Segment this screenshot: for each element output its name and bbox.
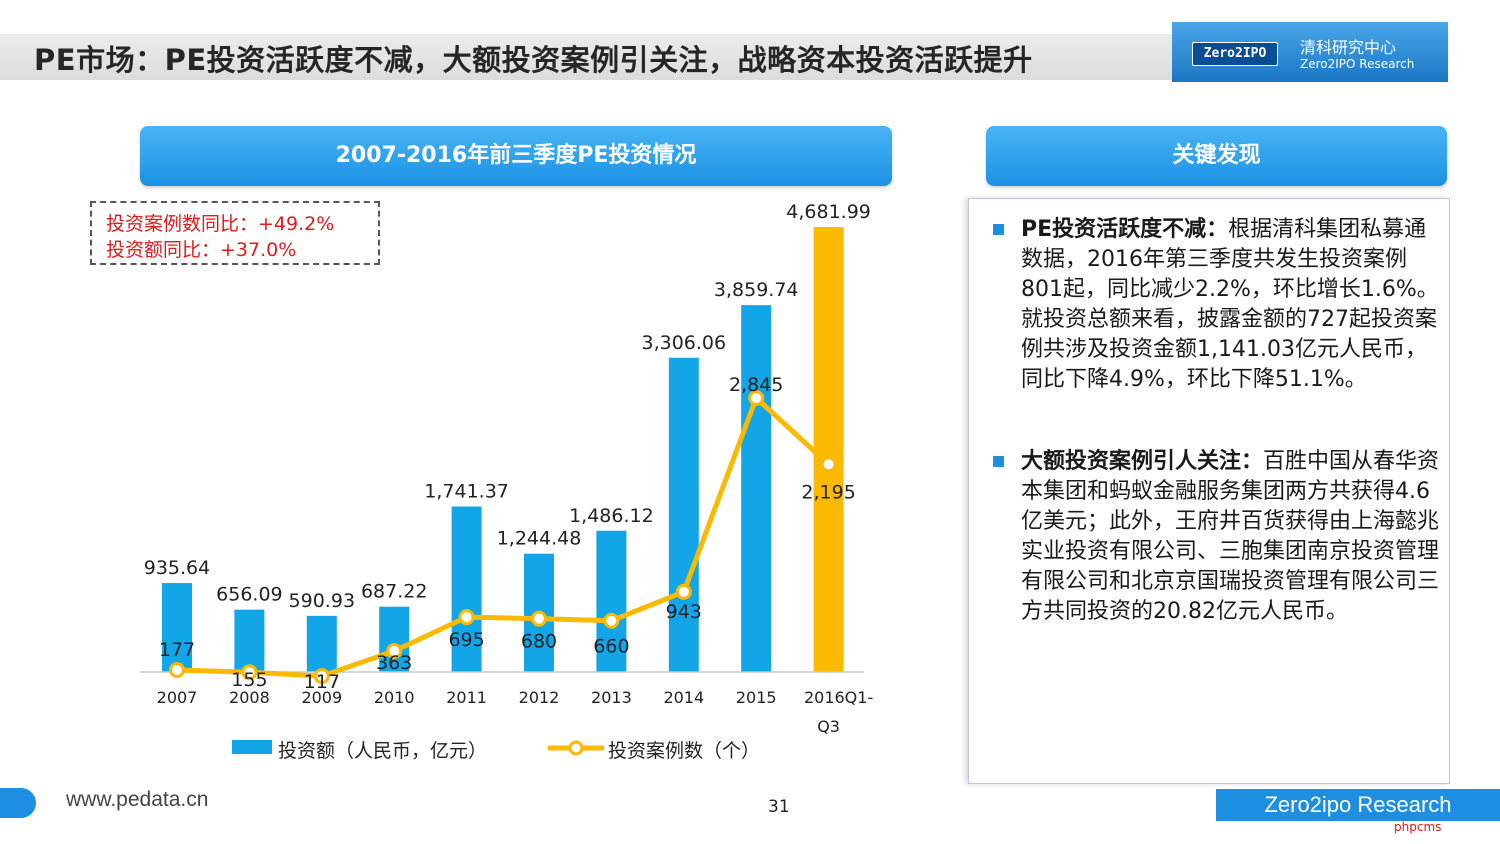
x-tick-label: 2010 xyxy=(374,688,415,707)
line-value-label: 2,845 xyxy=(729,374,783,396)
zero2ipo-logo: Zero2IPO 清科研究中心 Zero2IPO Research xyxy=(1172,22,1448,82)
page-number: 31 xyxy=(768,797,790,817)
x-tick-label: 2015 xyxy=(736,688,777,707)
footer-brand: Zero2ipo Research xyxy=(1216,789,1500,821)
square-bullet-icon xyxy=(993,456,1004,467)
chart-header: 2007-2016年前三季度PE投资情况 xyxy=(140,126,892,186)
x-tick-label: 2013 xyxy=(591,688,632,707)
logo-cn-name: 清科研究中心 xyxy=(1300,38,1397,57)
bar-value-label: 1,741.37 xyxy=(424,480,509,502)
page-title: PE市场：PE投资活跃度不减，大额投资案例引关注，战略资本投资活跃提升 xyxy=(34,43,1033,77)
x-tick-label: 2007 xyxy=(157,688,198,707)
yoy-callout: 投资案例数同比：+49.2% 投资额同比：+37.0% xyxy=(90,201,380,265)
bar xyxy=(162,583,192,672)
x-tick-label: Q3 xyxy=(817,717,840,736)
finding-body: 根据清科集团私募通数据，2016年第三季度共发生投资案例801起，同比减少2.2… xyxy=(1021,217,1439,392)
footer-url: www.pedata.cn xyxy=(66,788,209,811)
line-value-label: 943 xyxy=(666,601,702,623)
bar xyxy=(741,305,772,672)
x-tick-label: 2014 xyxy=(663,688,704,707)
watermark: phpcms xyxy=(1394,820,1442,834)
line-value-label: 117 xyxy=(304,671,340,693)
x-tick-label: 2011 xyxy=(446,688,487,707)
line-point xyxy=(169,661,185,678)
title-bar xyxy=(0,34,1172,80)
line-point xyxy=(386,642,403,659)
finding-title: 大额投资案例引人关注： xyxy=(1021,449,1264,474)
finding-title: PE投资活跃度不减： xyxy=(1021,217,1229,242)
bar xyxy=(379,606,410,672)
line-value-label: 155 xyxy=(231,669,267,691)
line-point xyxy=(458,609,475,626)
line-point xyxy=(241,664,258,681)
bar-value-label: 935.64 xyxy=(144,557,210,579)
bar xyxy=(306,615,337,672)
legend-bar-swatch xyxy=(232,740,272,754)
bar-value-label: 1,486.12 xyxy=(569,505,654,527)
bar xyxy=(813,227,844,672)
line-value-label: 660 xyxy=(593,636,629,658)
x-tick-label: 2008 xyxy=(229,688,270,707)
x-tick-label: 2016Q1- xyxy=(804,688,873,707)
logo-en-name: Zero2IPO Research xyxy=(1300,57,1415,71)
x-tick-label: 2009 xyxy=(301,688,342,707)
line-point xyxy=(675,583,692,600)
line-value-label: 695 xyxy=(448,629,484,651)
legend-line-label: 投资案例数（个） xyxy=(608,740,760,762)
finding-body: 百胜中国从春华资本集团和蚂蚁金融服务集团两方共获得4.6亿美元；此外，王府井百货… xyxy=(1021,449,1440,624)
case-count-line xyxy=(176,395,831,679)
bar xyxy=(596,530,627,672)
key-findings-panel: PE投资活跃度不减：根据清科集团私募通数据，2016年第三季度共发生投资案例80… xyxy=(968,198,1450,784)
bar-value-label: 590.93 xyxy=(289,590,355,612)
bar-value-label: 3,859.74 xyxy=(714,279,799,301)
line-point xyxy=(603,612,620,629)
bar xyxy=(451,506,482,672)
x-tick-label: 2012 xyxy=(519,688,560,707)
finding-large-deals: 大额投资案例引人关注：百胜中国从春华资本集团和蚂蚁金融服务集团两方共获得4.6亿… xyxy=(983,447,1443,627)
finding-activity: PE投资活跃度不减：根据清科集团私募通数据，2016年第三季度共发生投资案例80… xyxy=(983,215,1443,395)
bar-value-label: 656.09 xyxy=(216,584,282,606)
bar xyxy=(668,357,699,672)
square-bullet-icon xyxy=(993,224,1004,235)
callout-case-yoy: 投资案例数同比：+49.2% xyxy=(106,213,335,235)
footer-tab xyxy=(0,788,36,818)
findings-header: 关键发现 xyxy=(986,126,1447,186)
bar xyxy=(234,609,265,672)
logo-badge: Zero2IPO xyxy=(1192,42,1278,66)
bar-value-label: 687.22 xyxy=(361,581,427,603)
bar-value-label: 4,681.99 xyxy=(786,201,871,223)
line-value-label: 2,195 xyxy=(801,481,855,503)
legend-bar-label: 投资额（人民币，亿元） xyxy=(278,740,487,762)
line-point xyxy=(313,668,330,685)
bar-value-label: 3,306.06 xyxy=(641,332,726,354)
line-value-label: 177 xyxy=(159,639,195,661)
line-point xyxy=(748,390,765,406)
legend-line-marker xyxy=(568,740,584,756)
bar-value-label: 1,244.48 xyxy=(497,528,582,550)
line-value-label: 680 xyxy=(521,631,557,653)
line-point xyxy=(531,610,547,627)
line-value-label: 363 xyxy=(376,652,412,674)
line-point xyxy=(820,456,837,473)
callout-amount-yoy: 投资额同比：+37.0% xyxy=(106,239,297,261)
